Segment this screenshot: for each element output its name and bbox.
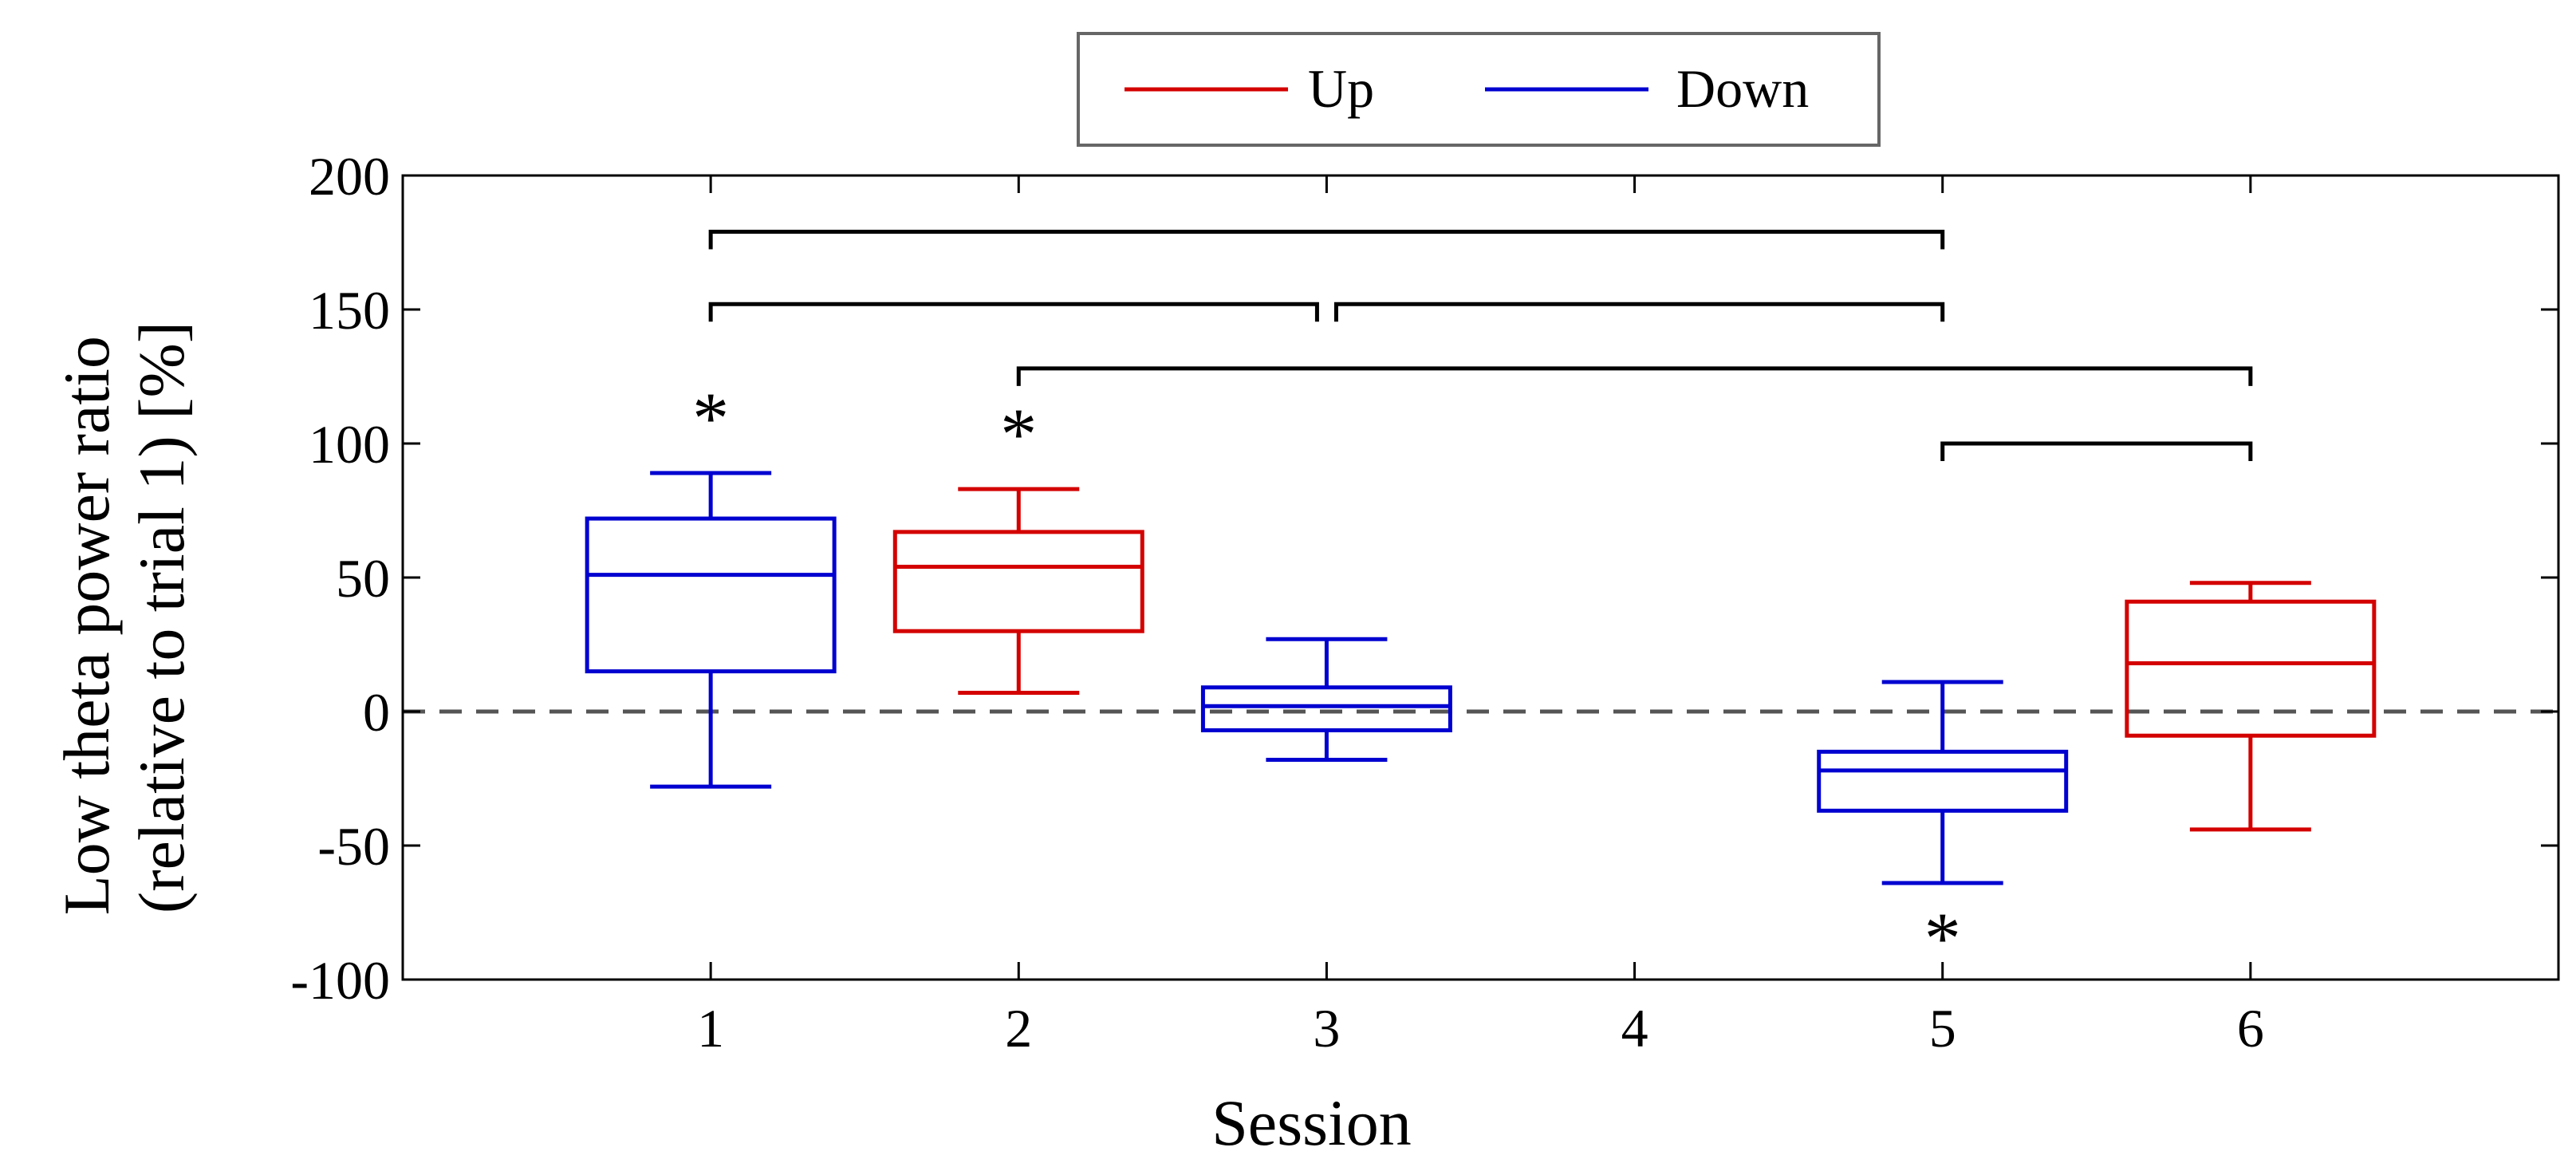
interquartile-box <box>892 530 1144 633</box>
x-axis-ticks: 1 2 3 4 5 6 <box>697 175 2264 1059</box>
y-tick-label: -50 <box>317 816 390 877</box>
box-session-5 <box>1817 680 2069 885</box>
bracket-3-5 <box>1333 302 1945 322</box>
y-tick-label: 100 <box>309 414 390 475</box>
interquartile-box <box>1817 749 2069 813</box>
interquartile-box <box>1200 685 1452 733</box>
significance-star-session-2: * <box>1000 393 1037 475</box>
legend-box <box>1077 32 1881 147</box>
interquartile-box <box>585 516 837 674</box>
box-series <box>585 471 2377 885</box>
bracket-5-6 <box>1940 441 2253 461</box>
x-tick-label: 5 <box>1929 998 1956 1059</box>
x-axis-title: Session <box>1211 1086 1412 1159</box>
y-axis-title-line-1: Low theta power ratio <box>50 336 123 915</box>
box-session-3 <box>1200 637 1452 762</box>
y-axis-title: Low theta power ratio (relative to trial… <box>50 320 198 916</box>
x-tick-label: 6 <box>2237 998 2264 1059</box>
x-tick-label: 4 <box>1621 998 1648 1059</box>
bracket-2-6 <box>1016 366 2253 386</box>
x-tick-label: 1 <box>697 998 724 1059</box>
significance-star-session-1: * <box>692 377 729 459</box>
box-session-6 <box>2125 581 2377 832</box>
legend: Up Down <box>1077 32 1881 147</box>
y-axis-ticks: 200 150 100 50 0 -50 -100 <box>290 146 2558 1011</box>
y-tick-label: 150 <box>309 280 390 341</box>
legend-label-down: Down <box>1676 58 1809 119</box>
y-tick-label: 200 <box>309 146 390 207</box>
y-tick-label: 50 <box>336 548 390 609</box>
comparison-brackets <box>708 230 2253 461</box>
y-tick-label: -100 <box>290 950 390 1011</box>
interquartile-box <box>2125 599 2377 738</box>
y-tick-label: 0 <box>363 682 390 743</box>
x-tick-label: 2 <box>1005 998 1032 1059</box>
legend-label-up: Up <box>1308 58 1374 119</box>
bracket-1-3 <box>708 302 1319 322</box>
bracket-1-5 <box>708 230 1945 250</box>
significance-markers: * ** <box>692 377 1961 979</box>
plot-area-frame <box>401 174 2560 981</box>
y-axis-title-line-2: (relative to trial 1) [%] <box>125 321 198 913</box>
x-tick-label: 3 <box>1313 998 1340 1059</box>
box-session-2 <box>892 487 1144 695</box>
box-session-1 <box>585 471 837 789</box>
